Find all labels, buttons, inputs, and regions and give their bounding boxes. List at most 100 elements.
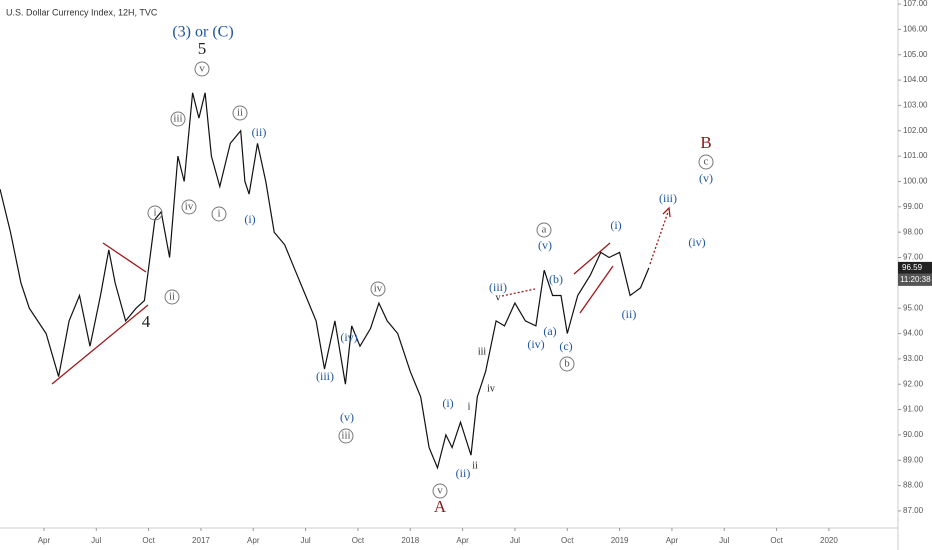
- wave-label: c: [704, 156, 709, 168]
- x-tick-label: Jul: [91, 536, 101, 545]
- wave-label: iii: [173, 113, 182, 125]
- y-tick-label: 90.00: [903, 430, 924, 439]
- y-tick-label: 103.00: [903, 101, 928, 110]
- wave-label: (iv): [688, 235, 705, 249]
- annotation-circle: [338, 428, 354, 444]
- wave-label: a: [542, 224, 547, 236]
- wave-label: iv: [487, 383, 495, 394]
- wave-label: 4: [142, 312, 151, 331]
- wave-label: (v): [538, 238, 552, 252]
- arrow-head: [662, 206, 671, 218]
- y-tick-label: 99.00: [903, 202, 924, 211]
- annotation-circle: [370, 281, 386, 297]
- y-tick-label: 92.00: [903, 379, 924, 388]
- y-tick-label: 100.00: [903, 177, 928, 186]
- x-tick-label: Oct: [142, 536, 155, 545]
- dotted-arrow: [649, 211, 669, 265]
- wave-label: ii: [237, 107, 243, 119]
- annotation-circle: [559, 356, 575, 372]
- x-tick-label: Oct: [352, 536, 365, 545]
- wave-label: (i): [610, 218, 621, 232]
- y-tick-label: 94.00: [903, 329, 924, 338]
- wave-label: i: [153, 207, 156, 219]
- annotation-circle: [170, 111, 186, 127]
- annotation-circle: [211, 206, 227, 222]
- y-tick-label: 91.00: [903, 405, 924, 414]
- annotation-circle: [536, 222, 552, 238]
- wave-label: (c): [559, 339, 572, 353]
- trendline: [573, 242, 611, 275]
- wave-label: (iv): [527, 337, 544, 351]
- countdown-box: [898, 273, 932, 286]
- y-tick-label: 93.00: [903, 354, 924, 363]
- wave-label: v: [496, 292, 501, 303]
- price-tag: [898, 261, 932, 274]
- wave-label: v: [437, 485, 443, 497]
- wave-label: (iv): [340, 330, 357, 344]
- x-tick-label: Apr: [666, 536, 679, 545]
- x-tick-label: Jul: [719, 536, 729, 545]
- y-tick-label: 107.00: [903, 0, 928, 8]
- x-tick-label: 2017: [192, 536, 210, 545]
- wave-label: ii: [169, 291, 175, 303]
- wave-label: (iii): [489, 280, 507, 294]
- annotation-circle: [194, 61, 210, 77]
- price-tag-label: 96.59: [902, 263, 923, 272]
- y-tick-label: 87.00: [903, 506, 924, 515]
- y-tick-label: 102.00: [903, 126, 928, 135]
- x-tick-label: 2018: [401, 536, 419, 545]
- wave-label: (i): [244, 212, 255, 226]
- wave-label: 5: [198, 39, 207, 58]
- trendline: [579, 265, 614, 314]
- annotation-circle: [432, 483, 448, 499]
- countdown: 11:20:38: [900, 275, 931, 284]
- annotation-circle: [181, 199, 197, 215]
- x-tick-label: Oct: [561, 536, 574, 545]
- y-tick-label: 98.00: [903, 227, 924, 236]
- x-tick-label: Oct: [770, 536, 783, 545]
- wave-label: (iii): [659, 191, 677, 205]
- x-tick-label: Jul: [300, 536, 310, 545]
- x-tick-label: Apr: [38, 536, 51, 545]
- annotation-circle: [147, 205, 163, 221]
- wave-label: iii: [341, 430, 350, 442]
- y-tick-label: 97.00: [903, 253, 924, 262]
- trendline: [102, 242, 147, 273]
- y-tick-label: 101.00: [903, 151, 928, 160]
- wave-label: (b): [549, 272, 563, 286]
- wave-label: (iii): [316, 369, 334, 383]
- wave-label: v: [199, 63, 205, 75]
- wave-label: i: [217, 208, 220, 220]
- wave-label: (a): [543, 324, 556, 338]
- wave-label: (ii): [456, 466, 471, 480]
- x-tick-label: 2019: [611, 536, 629, 545]
- y-tick-label: 95.00: [903, 303, 924, 312]
- x-tick-label: Jul: [510, 536, 520, 545]
- wave-label: (v): [340, 410, 354, 424]
- y-tick-label: 104.00: [903, 75, 928, 84]
- y-tick-label: 106.00: [903, 25, 928, 34]
- trendline: [51, 304, 149, 385]
- wave-label: (v): [699, 171, 713, 185]
- annotation-circle: [698, 154, 714, 170]
- x-tick-label: 2020: [820, 536, 838, 545]
- y-tick-label: 89.00: [903, 455, 924, 464]
- wave-label: iv: [374, 283, 383, 295]
- wave-label: (i): [442, 396, 453, 410]
- wave-label: iii: [478, 346, 487, 357]
- price-line: [0, 92, 650, 470]
- wave-label: (ii): [252, 125, 267, 139]
- wave-label: b: [564, 358, 570, 370]
- wave-label: i: [468, 401, 471, 412]
- wave-label: B: [700, 133, 711, 152]
- y-tick-label: 105.00: [903, 50, 928, 59]
- chart-title: U.S. Dollar Currency Index, 12H, TVC: [6, 7, 158, 17]
- wave-label: ii: [472, 460, 478, 471]
- wave-label: (3) or (C): [172, 24, 233, 41]
- x-tick-label: Apr: [456, 536, 469, 545]
- wave-label: iv: [185, 201, 194, 213]
- wave-label: (ii): [622, 307, 637, 321]
- wave-label: A: [434, 497, 447, 516]
- annotation-circle: [232, 105, 248, 121]
